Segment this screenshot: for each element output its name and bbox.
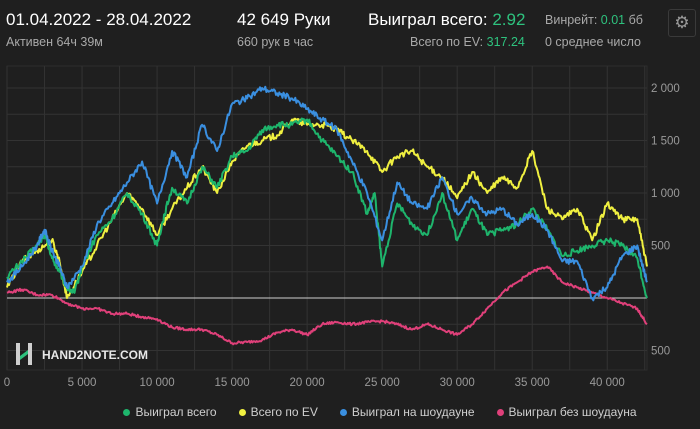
legend-dot — [496, 408, 504, 416]
watermark-text: HAND2NOTE.COM — [42, 348, 148, 362]
settings-button[interactable]: ⚙ — [668, 9, 696, 37]
won-total: Выиграл всего: 2.92 — [368, 10, 525, 30]
x-tick-label: 35 000 — [515, 377, 550, 389]
winrate-value: 0.01 — [600, 13, 626, 27]
x-tick-label: 15 000 — [214, 377, 249, 389]
legend-item-won-total[interactable]: Выиграл всего — [123, 405, 217, 419]
won-total-label: Выиграл всего: — [368, 10, 488, 29]
legend-label: Выиграл на шоудауне — [351, 405, 475, 419]
y-tick-label: 1 000 — [651, 188, 680, 200]
legend-label: Выиграл без шоудауна — [508, 405, 637, 419]
axis-labels: 2 000 1 500 1 000 500 500 0 5 000 10 000 15 000 2… — [4, 83, 680, 389]
gear-icon: ⚙ — [674, 13, 690, 32]
legend-dot — [123, 408, 131, 416]
date-range: 01.04.2022 - 28.04.2022 — [6, 10, 192, 29]
chart-legend: Выиграл всего Всего по EV Выиграл на шоу… — [100, 405, 660, 419]
x-tick-label: 40 000 — [590, 377, 625, 389]
series-showdown — [6, 85, 648, 302]
legend-dot — [339, 408, 347, 416]
x-tick-label: 5 000 — [68, 377, 97, 389]
hand2note-logo-icon — [16, 343, 32, 365]
x-tick-label: 30 000 — [440, 377, 475, 389]
y-tick-label: 2 000 — [651, 83, 680, 95]
y-tick-label: 500 — [651, 241, 670, 253]
x-tick-label: 10 000 — [139, 377, 174, 389]
legend-item-ev[interactable]: Всего по EV — [238, 405, 318, 419]
winrate-unit: бб — [628, 13, 643, 27]
ev-total-label: Всего по EV: — [410, 35, 484, 49]
winrate-label: Винрейт: — [545, 13, 598, 27]
hands-count: 42 649 Руки — [237, 10, 331, 29]
series-ev — [6, 117, 648, 299]
x-tick-label: 25 000 — [365, 377, 400, 389]
ev-total: Всего по EV: 317.24 — [410, 35, 525, 49]
x-tick-label: 20 000 — [290, 377, 325, 389]
ev-total-value: 317.24 — [486, 35, 525, 49]
legend-label: Всего по EV — [250, 405, 318, 419]
hands-per-hour: 660 рук в час — [237, 35, 314, 49]
legend-label: Выиграл всего — [135, 405, 217, 419]
y-tick-label: 500 — [651, 346, 670, 358]
active-time: Активен 64ч 39м — [6, 35, 103, 49]
y-tick-label: 1 500 — [651, 136, 680, 148]
winrate: Винрейт: 0.01 бб — [545, 13, 643, 27]
legend-item-showdown[interactable]: Выиграл на шоудауне — [339, 405, 475, 419]
legend-item-no-showdown[interactable]: Выиграл без шоудауна — [496, 405, 637, 419]
watermark: HAND2NOTE.COM — [16, 343, 148, 365]
series-layer — [6, 85, 648, 346]
legend-dot — [238, 408, 246, 416]
x-tick-label: 0 — [4, 377, 10, 389]
average-count: 0 среднее число — [545, 35, 642, 49]
series-no-showdown — [6, 265, 648, 346]
won-total-value: 2.92 — [492, 10, 526, 29]
